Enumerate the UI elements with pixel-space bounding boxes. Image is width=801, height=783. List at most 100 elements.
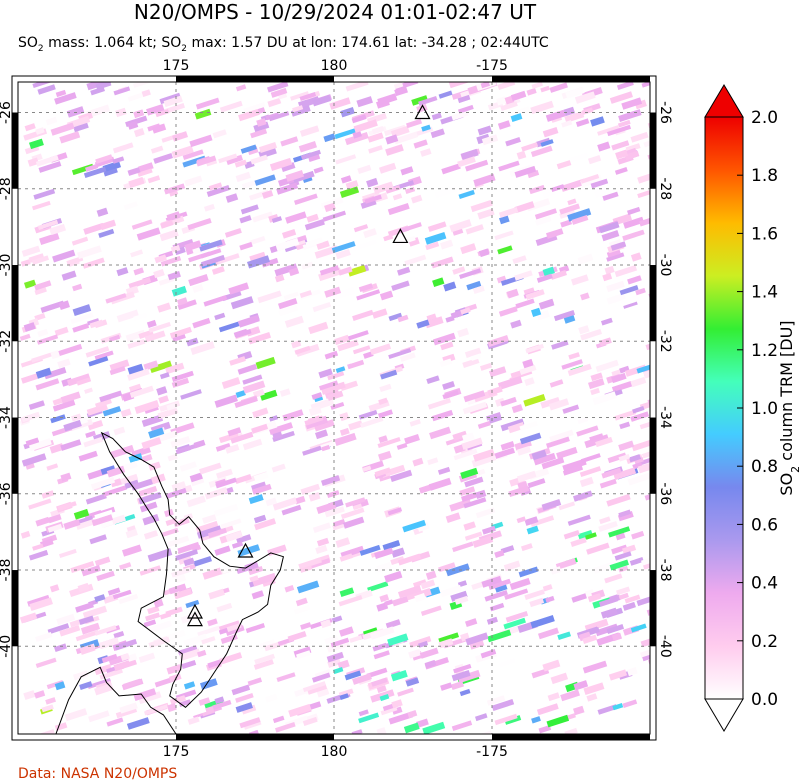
so2-pixel (407, 710, 418, 719)
so2-pixel (139, 501, 158, 513)
so2-pixel (54, 92, 77, 105)
right-lat-tick-label: -36 (657, 482, 673, 505)
so2-pixel (265, 693, 278, 703)
so2-pixel (590, 372, 603, 382)
frame-bar (650, 570, 656, 647)
so2-pixel (313, 419, 335, 432)
so2-pixel (177, 299, 197, 310)
so2-pixel (416, 319, 430, 329)
so2-pixel (454, 595, 469, 605)
so2-pixel (268, 111, 290, 122)
so2-pixel (599, 516, 611, 525)
so2-pixel (597, 704, 618, 715)
so2-pixel (72, 323, 90, 333)
so2-pixel (387, 633, 409, 647)
so2-pixel (507, 422, 525, 434)
so2-pixel (225, 444, 240, 454)
so2-pixel (450, 590, 468, 602)
so2-pixel (72, 304, 92, 317)
so2-pixel (326, 651, 344, 663)
so2-pixel (460, 492, 478, 503)
so2-pixel (530, 515, 555, 527)
so2-pixel (294, 495, 306, 505)
bottom-lon-tick-label: 175 (163, 744, 190, 760)
so2-pixel (308, 321, 329, 335)
so2-pixel (630, 252, 642, 262)
so2-pixel (542, 126, 559, 138)
so2-pixel (373, 650, 390, 660)
so2-pixel (607, 452, 627, 464)
so2-pixel (269, 415, 279, 422)
so2-pixel (19, 333, 31, 341)
so2-pixel (607, 124, 632, 137)
so2-pixel (480, 362, 493, 371)
so2-pixel (96, 207, 109, 217)
so2-pixel (431, 409, 454, 422)
so2-pixel (227, 427, 242, 437)
so2-pixel (154, 254, 167, 264)
volcano-marker (186, 603, 203, 619)
so2-pixel (374, 467, 391, 477)
so2-pixel (374, 547, 394, 560)
mass-subscript: 2 (37, 43, 44, 54)
top-lon-tick-label: -175 (476, 58, 508, 74)
so2-pixel (337, 339, 359, 352)
coastline-new-zealand (55, 431, 284, 734)
so2-pixel (510, 319, 522, 329)
so2-pixel (98, 228, 115, 238)
so2-pixel (564, 727, 578, 734)
left-lat-tick-label: -34 (0, 406, 14, 429)
mass-label: SO (18, 35, 38, 51)
so2-pixel (388, 711, 413, 725)
so2-pixel (568, 152, 589, 163)
so2-pixel (79, 681, 93, 690)
so2-pixel (344, 131, 369, 146)
so2-pixel (611, 632, 623, 642)
so2-pixel (519, 432, 542, 445)
frame-bar (12, 570, 18, 647)
so2-pixel (353, 224, 369, 233)
so2-pixel (516, 150, 527, 160)
so2-pixel (482, 525, 496, 535)
so2-pixel (470, 353, 482, 361)
so2-pixel (372, 308, 388, 319)
volcano-markers (186, 104, 431, 627)
so2-pixel (316, 688, 330, 698)
so2-pixel (429, 426, 451, 440)
right-lat-tick-label: -26 (657, 101, 673, 124)
so2-pixel (144, 704, 168, 716)
so2-pixel (57, 501, 77, 512)
so2-pixel (271, 216, 283, 223)
so2-pixel (141, 454, 153, 463)
so2-pixel (165, 606, 183, 617)
so2-pixel (500, 101, 518, 111)
so2-pixel (595, 436, 613, 448)
so2-pixel (538, 724, 552, 734)
so2-pixel (138, 491, 162, 505)
so2-pixel (249, 235, 266, 245)
so2-pixel (91, 514, 114, 527)
so2-pixel (82, 605, 108, 619)
so2-pixel (178, 555, 192, 565)
so2-pixel (320, 619, 332, 629)
so2-pixel (242, 374, 263, 385)
so2-pixel (626, 667, 638, 677)
so2-pixel (358, 283, 374, 292)
so2-pixel (357, 164, 372, 175)
so2-pixel (568, 352, 580, 360)
so2-pixel (556, 446, 578, 460)
so2-pixel (439, 358, 453, 368)
so2-pixel (529, 597, 545, 608)
so2-pixel (138, 691, 162, 705)
so2-pixel (426, 313, 437, 321)
so2-pixel (75, 601, 94, 613)
so2-pixel (378, 435, 388, 444)
so2-pixel (385, 185, 401, 194)
so2-pixel (212, 699, 232, 710)
so2-pixel (94, 594, 106, 603)
so2-pixel (182, 155, 207, 168)
so2-pixel (25, 437, 40, 447)
so2-pixel (619, 285, 639, 296)
so2-pixel (66, 106, 85, 118)
so2-pixel (128, 176, 145, 189)
